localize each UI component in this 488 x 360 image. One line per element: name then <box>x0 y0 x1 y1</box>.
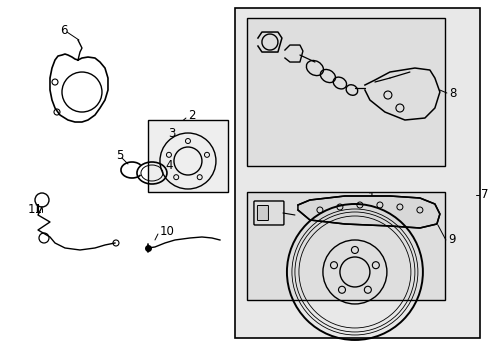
Text: 5: 5 <box>116 149 123 162</box>
Bar <box>148 120 227 192</box>
FancyBboxPatch shape <box>257 206 268 220</box>
Bar <box>234 8 479 338</box>
Text: 9: 9 <box>447 234 454 247</box>
Text: 2: 2 <box>187 108 195 122</box>
Text: 10: 10 <box>160 225 175 238</box>
Text: 8: 8 <box>448 86 455 99</box>
Text: 11: 11 <box>28 203 43 216</box>
Polygon shape <box>297 196 439 228</box>
Text: 6: 6 <box>60 23 67 36</box>
Bar <box>246 18 444 166</box>
Text: 1: 1 <box>367 192 375 204</box>
Bar <box>246 192 444 300</box>
Text: 7: 7 <box>480 189 488 202</box>
Text: 3: 3 <box>167 126 175 140</box>
Text: 4: 4 <box>164 158 172 171</box>
